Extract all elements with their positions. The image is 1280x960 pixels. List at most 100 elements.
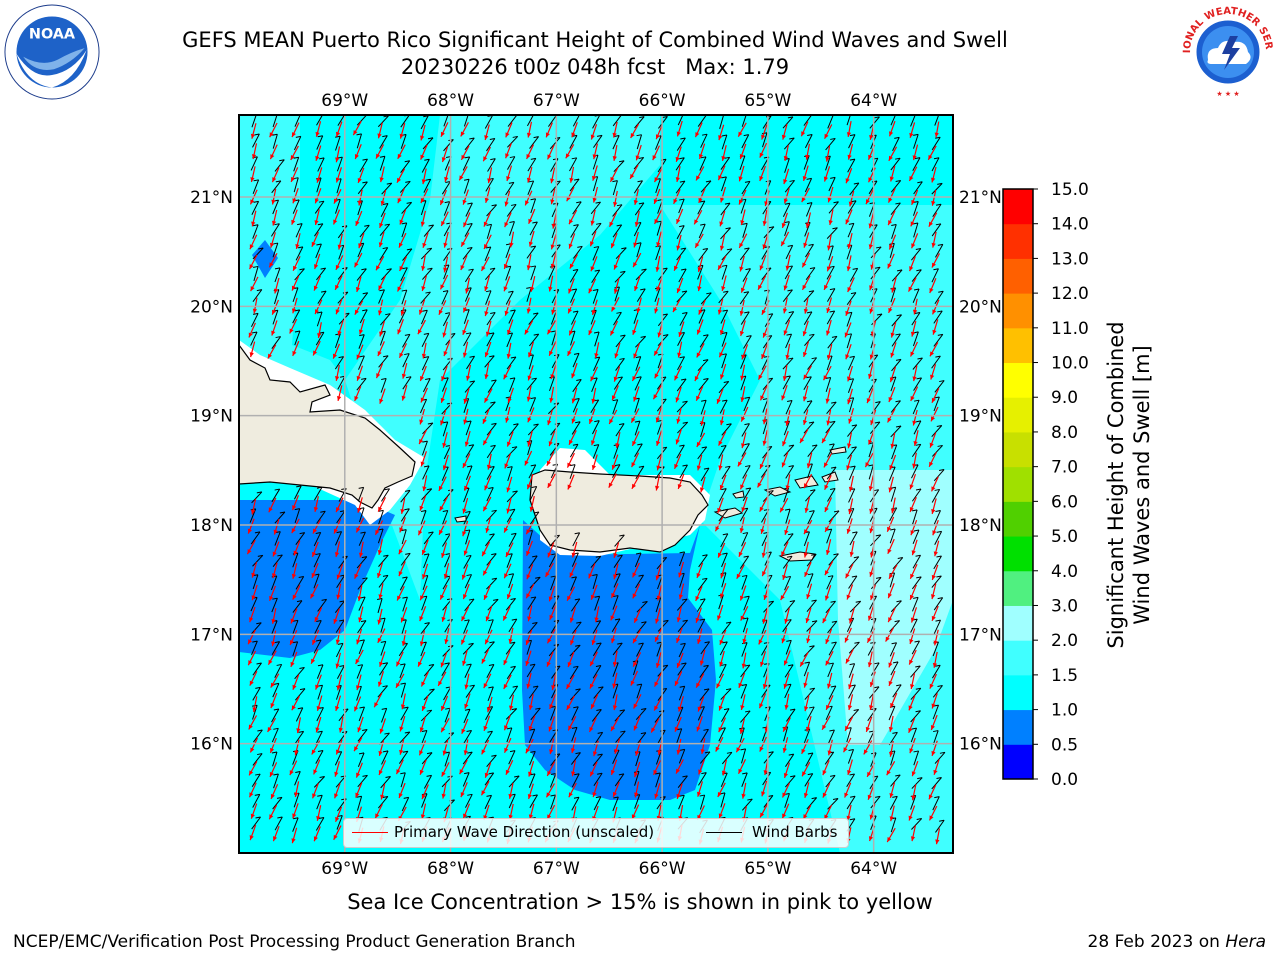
wind-barb-flag [274,641,280,644]
wind-barb [422,137,434,150]
wave-arrow-head [526,593,531,599]
wind-barb [782,555,793,569]
wind-barb [848,556,860,569]
wave-arrow-head [932,329,937,335]
wind-barb [571,621,582,635]
wave-arrow-head [462,660,467,666]
wind-barb-flag [682,619,688,622]
wave-arrow-head [567,484,572,490]
wind-barb [359,224,370,238]
wind-barb [378,554,389,567]
wind-barb [741,443,750,457]
wave-arrow-head [271,220,277,226]
wind-barb-flag [915,665,921,668]
wind-barb [614,271,626,283]
wind-barb-flag [913,399,920,402]
wave-arrow-head [803,483,808,489]
wind-barb [549,706,557,721]
nws-logo: NATIONAL WEATHER SERVICE ★ ★ ★ [1178,2,1277,101]
wind-barb [571,310,579,325]
wave-arrow-head [801,197,806,203]
wind-barb [846,333,853,349]
wind-barb-flag [741,574,748,577]
wave-arrow-head [567,662,572,668]
wave-arrow-head [887,593,892,599]
wind-barb [785,333,792,349]
wave-arrow-head [865,199,870,205]
wave-arrow-head [336,594,341,600]
wind-barb [678,268,687,283]
wave-arrow-head [549,704,554,710]
wind-barb-flag [705,180,712,183]
wind-barb [506,332,513,348]
wind-barb [911,818,923,830]
wind-barb-flag [937,597,943,600]
wind-barb-flag [426,709,432,712]
wave-arrow-head [590,376,595,382]
wave-arrow-head [696,572,701,578]
wind-barb-flag [530,750,536,753]
lat-tick-label-left: 18°N [190,516,233,536]
wind-barb [462,751,473,765]
wind-barb-flag [744,423,750,426]
wind-barb-flag [575,752,581,755]
wind-barb-flag [405,552,411,555]
wind-barb-flag [384,732,390,735]
wind-barb [463,730,472,744]
wind-barb [932,685,943,698]
wave-arrow-head [484,311,489,317]
wind-barb-flag [721,663,727,666]
lat-tick-label-left: 16°N [190,735,233,755]
wave-arrow-head [740,287,746,293]
wave-arrow-head [801,131,806,137]
wind-barb [294,330,301,346]
wind-barb [465,529,471,545]
wind-barb [868,442,874,458]
wind-barb-flag [701,399,707,402]
wind-barb-flag [701,133,708,136]
wave-arrow-head [888,155,893,161]
wave-arrow-head [762,684,768,689]
wind-barb-flag [529,773,536,776]
wind-barb-flag [852,531,858,534]
wind-barb [272,199,279,215]
wind-barb [826,310,836,325]
wind-barb-flag [428,531,434,534]
wind-barb-flag [467,793,473,796]
wind-barb-flag [679,356,685,359]
wave-arrow-head [547,770,552,776]
wave-arrow-head [889,176,894,182]
wave-arrow-head [824,507,829,513]
wave-arrow-head [655,662,661,668]
wind-barb-flag [466,554,472,557]
wave-arrow-head [634,286,639,291]
wind-barb-flag [744,443,750,446]
colorbar-tick-label: 2.0 [1051,631,1078,651]
wind-barb-flag [509,750,516,753]
wind-barb [335,685,342,700]
wind-barb [550,575,557,591]
wind-barb-flag [467,202,473,205]
wind-barb-flag [468,444,474,447]
wave-arrow-head [843,747,848,753]
wind-barb [890,376,897,392]
wave-arrow-head [357,200,363,206]
wave-arrow-head [419,727,424,733]
wind-barb-flag [276,796,283,799]
wave-arrow-head [654,308,659,314]
wave-arrow-head [634,772,639,778]
wind-barb [314,620,322,635]
wind-barb-flag [768,226,775,229]
wave-arrow-head [655,134,660,140]
wind-barb-flag [490,311,496,314]
wind-barb-flag [876,246,882,249]
wind-barb-flag [744,396,750,399]
wave-arrow-head [890,508,896,514]
wind-barb-flag [317,794,323,797]
wind-barb-flag [876,313,883,316]
wind-barb [250,597,258,612]
wind-barb-flag [361,556,367,559]
wind-barb-flag [640,335,646,338]
wave-arrow-head [335,264,340,270]
wind-barb [700,292,712,305]
